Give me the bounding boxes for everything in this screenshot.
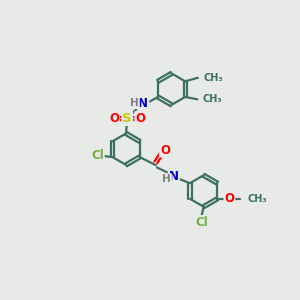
Text: CH₃: CH₃: [247, 194, 267, 204]
Text: S: S: [122, 112, 132, 125]
Text: N: N: [138, 97, 148, 110]
Text: N: N: [169, 170, 179, 183]
Text: O: O: [224, 192, 235, 205]
Text: H: H: [130, 98, 139, 108]
Text: O: O: [109, 112, 119, 125]
Text: O: O: [160, 144, 170, 157]
Text: Cl: Cl: [195, 216, 208, 229]
Text: CH₃: CH₃: [203, 73, 223, 83]
Text: CH₃: CH₃: [203, 94, 222, 104]
Text: Cl: Cl: [91, 149, 104, 162]
Text: O: O: [135, 112, 146, 125]
Text: H: H: [162, 174, 171, 184]
